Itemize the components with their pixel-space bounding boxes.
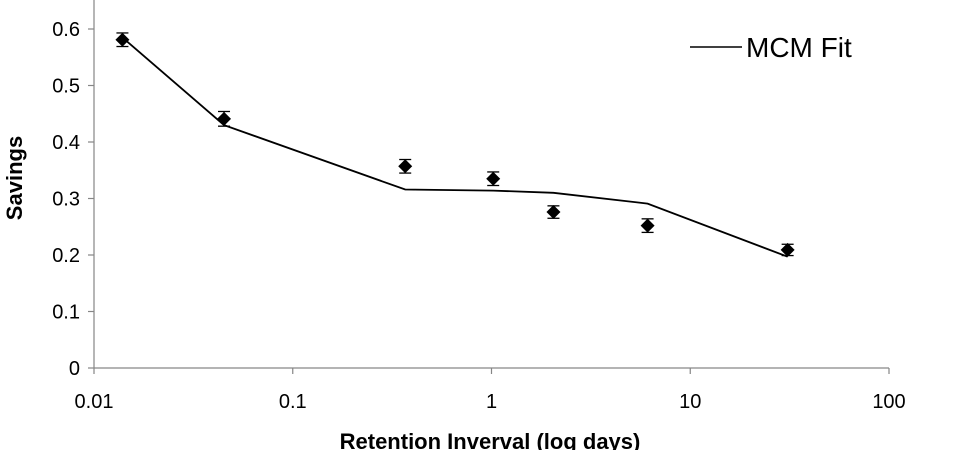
data-point-diamond [115, 32, 130, 47]
y-tick-label: 0.5 [52, 76, 80, 98]
y-tick-label: 0.6 [52, 19, 80, 41]
legend: MCM Fit [690, 32, 852, 63]
plot-area: 0 0.1 0.2 0.3 0.4 0.5 0.6 0.01 0.1 1 10 100 [52, 0, 906, 413]
y-tick-label: 0.3 [52, 189, 80, 211]
y-tick-label: 0 [69, 358, 80, 380]
x-axis-title: Retention Inverval (log days) [340, 429, 641, 450]
data-point-diamond [486, 171, 501, 186]
data-point-diamond [546, 205, 561, 220]
legend-label-mcm-fit: MCM Fit [746, 32, 852, 63]
data-point-diamond [217, 111, 232, 126]
y-tick-label: 0.4 [52, 132, 80, 154]
data-point-diamond [398, 159, 413, 174]
y-tick-label: 0.1 [52, 302, 80, 324]
data-point-diamond [780, 242, 795, 257]
data-point-diamond [640, 218, 655, 233]
y-axis-title: Savings [2, 136, 27, 220]
x-tick-label: 0.01 [75, 391, 114, 413]
x-tick-label: 100 [872, 391, 905, 413]
x-tick-label: 0.1 [279, 391, 307, 413]
series-line-mcm-fit [121, 36, 788, 258]
x-tick-label: 10 [679, 391, 701, 413]
x-tick-label: 1 [486, 391, 497, 413]
y-tick-label: 0.2 [52, 245, 80, 267]
